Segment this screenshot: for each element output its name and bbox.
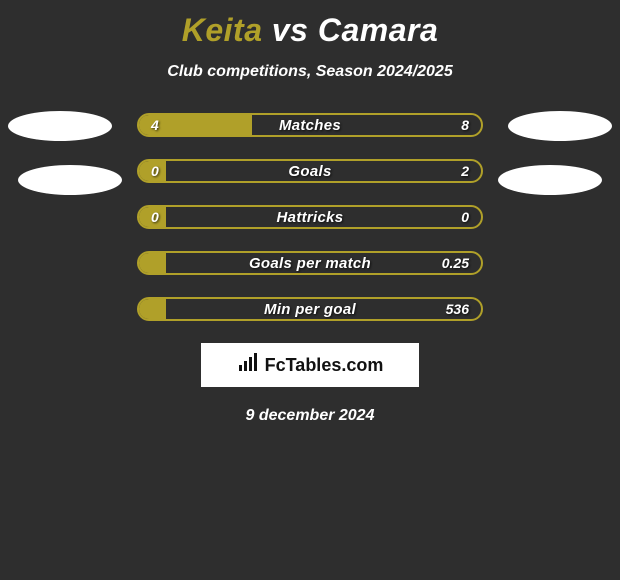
player2-club-avatar-icon <box>498 165 602 195</box>
player1-club-avatar-icon <box>18 165 122 195</box>
bar-value-right: 8 <box>461 115 469 135</box>
vs-word: vs <box>272 12 309 48</box>
bar-row: Goals per match0.25 <box>137 251 483 275</box>
bar-label: Matches <box>139 115 481 135</box>
bar-row: 0Goals2 <box>137 159 483 183</box>
player2-avatar-icon <box>508 111 612 141</box>
bar-row: 4Matches8 <box>137 113 483 137</box>
brand-badge: FcTables.com <box>201 343 419 387</box>
bar-row: Min per goal536 <box>137 297 483 321</box>
player1-avatar-icon <box>8 111 112 141</box>
comparison-chart: 4Matches80Goals20Hattricks0Goals per mat… <box>0 113 620 321</box>
bar-label: Min per goal <box>139 299 481 319</box>
bar-label: Goals <box>139 161 481 181</box>
bar-label: Goals per match <box>139 253 481 273</box>
player2-name: Camara <box>318 12 438 48</box>
bar-row: 0Hattricks0 <box>137 205 483 229</box>
bar-value-right: 0.25 <box>442 253 469 273</box>
subtitle: Club competitions, Season 2024/2025 <box>0 63 620 81</box>
player1-name: Keita <box>182 12 263 48</box>
bar-label: Hattricks <box>139 207 481 227</box>
page-title: Keita vs Camara <box>0 0 620 49</box>
bar-list: 4Matches80Goals20Hattricks0Goals per mat… <box>137 113 483 321</box>
brand-text: FcTables.com <box>265 355 384 376</box>
bar-value-right: 2 <box>461 161 469 181</box>
bar-chart-icon <box>237 353 259 378</box>
bar-value-right: 536 <box>446 299 469 319</box>
bar-value-right: 0 <box>461 207 469 227</box>
footer-date: 9 december 2024 <box>0 407 620 425</box>
